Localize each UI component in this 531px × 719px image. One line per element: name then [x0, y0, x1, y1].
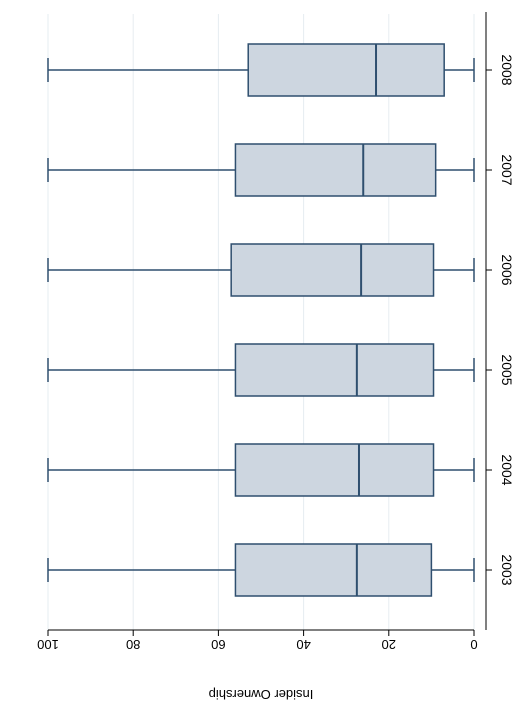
box-2004 — [47, 443, 475, 497]
category-label-2005: 2005 — [499, 354, 515, 385]
category-label-2008: 2008 — [499, 54, 515, 85]
category-label-2003: 2003 — [499, 554, 515, 585]
category-labels: 2008 2007 2006 2005 2004 2003 — [485, 12, 515, 630]
plot-area-background — [14, 12, 486, 630]
x-tick-label-0: 0 — [470, 637, 477, 652]
x-tick-label-40: 40 — [296, 637, 310, 652]
x-tick-label-100: 100 — [37, 637, 59, 652]
category-label-2004: 2004 — [499, 454, 515, 485]
x-tick-label-80: 80 — [126, 637, 140, 652]
box-iqr-2008 — [247, 43, 445, 97]
category-label-2006: 2006 — [499, 254, 515, 285]
box-iqr-2007 — [234, 143, 437, 197]
box-2007 — [47, 143, 475, 197]
box-iqr-2004 — [234, 443, 435, 497]
box-2003 — [47, 543, 475, 597]
category-label-2007: 2007 — [499, 154, 515, 185]
box-iqr-2003 — [234, 543, 433, 597]
x-tick-label-60: 60 — [211, 637, 225, 652]
x-axis-ticks: 100 80 60 40 20 0 — [37, 630, 478, 652]
box-iqr-2005 — [234, 343, 435, 397]
box-series — [47, 43, 475, 597]
x-axis-title: Insider Ownership — [209, 687, 314, 702]
x-tick-label-20: 20 — [382, 637, 396, 652]
box-iqr-2006 — [230, 243, 435, 297]
grid-lines — [47, 14, 475, 630]
box-2008 — [47, 43, 475, 97]
box-2006 — [47, 243, 475, 297]
box-2005 — [47, 343, 475, 397]
